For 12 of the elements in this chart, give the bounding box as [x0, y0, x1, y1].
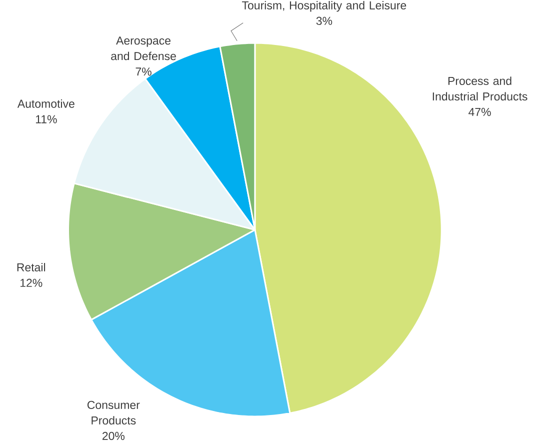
data-label: 7% [136, 68, 152, 76]
data-label: 12% [20, 278, 42, 287]
slice-label: Retail [17, 262, 46, 272]
data-label: 3% [316, 16, 332, 25]
data-label: 11% [36, 115, 57, 124]
slice-label: Consumer Products [87, 400, 140, 425]
slice-label: Tourism, Hospitality and Leisure [242, 0, 406, 12]
slice-label: Automotive [17, 99, 74, 108]
data-label: 20% [102, 432, 125, 440]
data-label: 47% [468, 108, 491, 116]
slice-label: Process and Industrial Products [432, 76, 528, 100]
slice-label: Aerospace and Defense [111, 36, 176, 60]
